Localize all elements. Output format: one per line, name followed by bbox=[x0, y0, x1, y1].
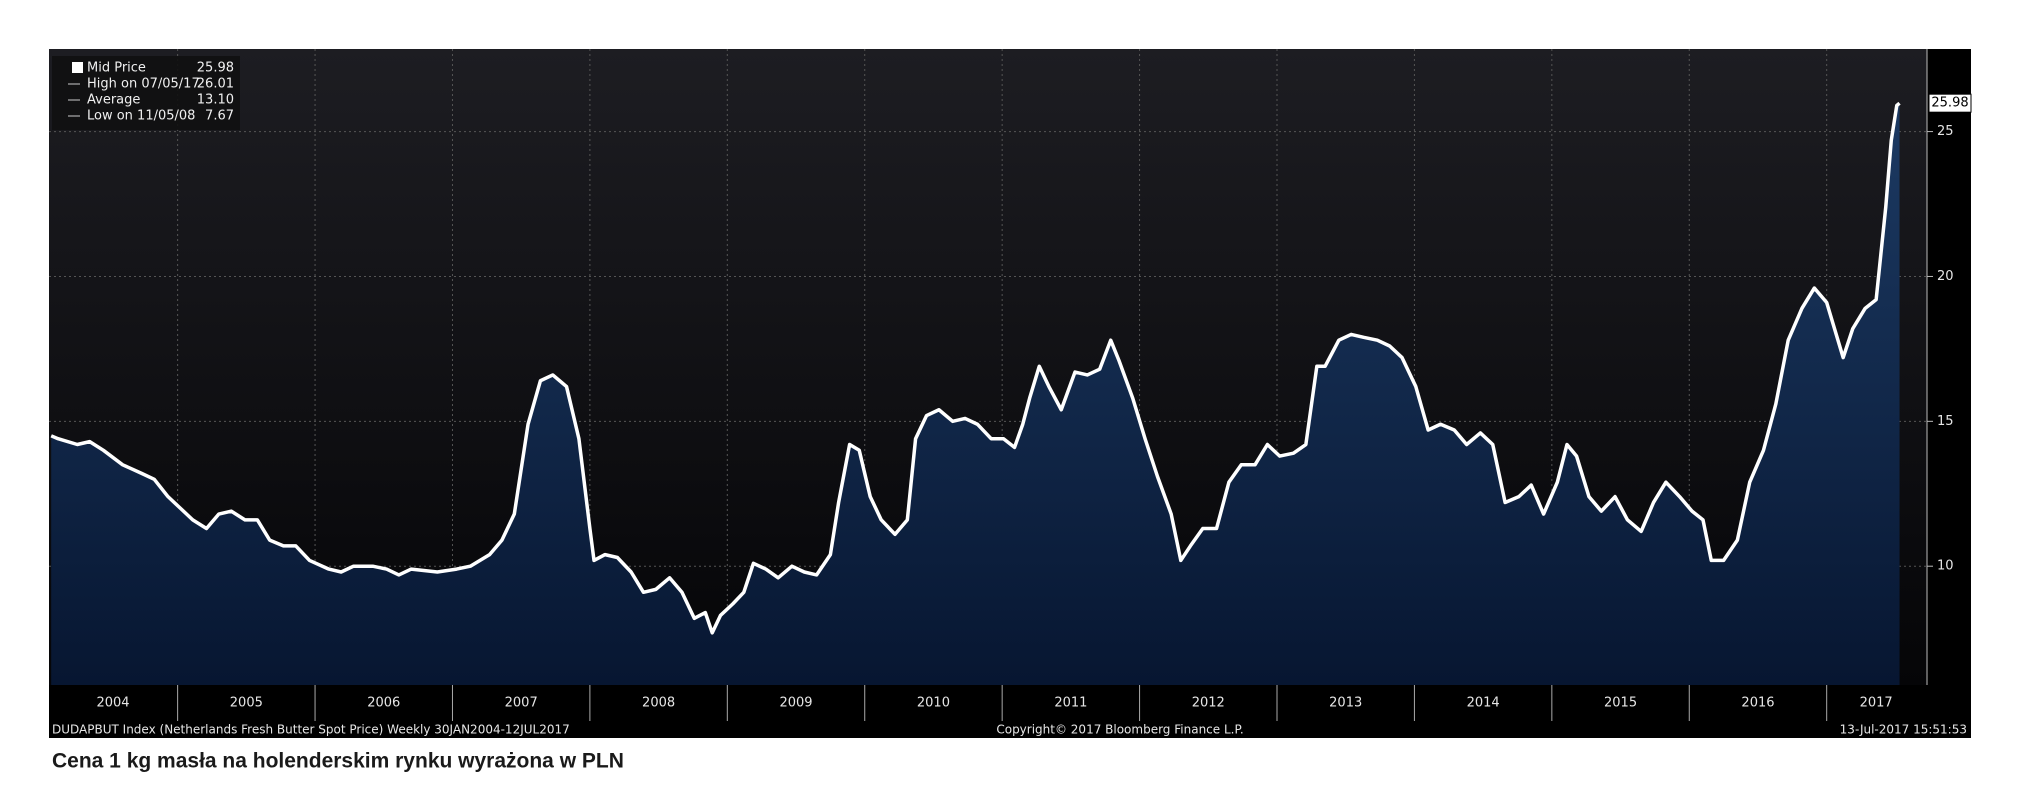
legend-label: Mid Price bbox=[87, 61, 146, 76]
x-tick-label: 2015 bbox=[1604, 696, 1637, 711]
footer-right: 13-Jul-2017 15:51:53 bbox=[1840, 723, 1967, 737]
y-tick-label: 25 bbox=[1937, 124, 1954, 139]
y-tick-label: 15 bbox=[1937, 414, 1954, 429]
x-tick-label: 2016 bbox=[1741, 696, 1774, 711]
axes: 10 15 20 25 2004 2005 2006 2007 2008 2009 2010 2011… bbox=[96, 49, 1972, 721]
last-value-label: 25.98 bbox=[1931, 96, 1968, 111]
y-tick-label: 10 bbox=[1937, 559, 1954, 574]
x-tick-label: 2008 bbox=[642, 696, 675, 711]
legend-value: 13.10 bbox=[197, 93, 234, 108]
x-tick-label: 2009 bbox=[779, 696, 812, 711]
x-tick-label: 2014 bbox=[1467, 696, 1500, 711]
legend-value: 25.98 bbox=[197, 61, 234, 76]
legend-swatch bbox=[72, 62, 83, 73]
legend-box bbox=[52, 56, 240, 130]
price-line bbox=[50, 101, 1901, 635]
x-tick-label: 2005 bbox=[230, 696, 263, 711]
legend-label: Low on 11/05/08 bbox=[87, 109, 195, 124]
x-tick-label: 2006 bbox=[367, 696, 400, 711]
caption: Cena 1 kg masła na holenderskim rynku wy… bbox=[52, 750, 624, 773]
y-tick-label: 20 bbox=[1937, 269, 1954, 284]
x-tick-label: 2012 bbox=[1192, 696, 1225, 711]
x-tick-label: 2011 bbox=[1054, 696, 1087, 711]
legend-value: 26.01 bbox=[197, 77, 234, 92]
legend-label: Average bbox=[87, 93, 140, 108]
x-tick-label: 2017 bbox=[1860, 696, 1893, 711]
x-tick-label: 2007 bbox=[505, 696, 538, 711]
footer-center: Copyright© 2017 Bloomberg Finance L.P. bbox=[996, 723, 1243, 737]
footer-left: DUDAPBUT Index (Netherlands Fresh Butter… bbox=[52, 723, 570, 737]
legend-label: High on 07/05/17 bbox=[87, 77, 200, 92]
area-fill bbox=[51, 103, 1900, 686]
last-value-box bbox=[1928, 93, 1972, 113]
x-tick-label: 2010 bbox=[917, 696, 950, 711]
plot bbox=[50, 101, 1901, 686]
legend-value: 7.67 bbox=[205, 109, 234, 124]
x-tick-label: 2004 bbox=[96, 696, 129, 711]
x-tick-label: 2013 bbox=[1329, 696, 1362, 711]
